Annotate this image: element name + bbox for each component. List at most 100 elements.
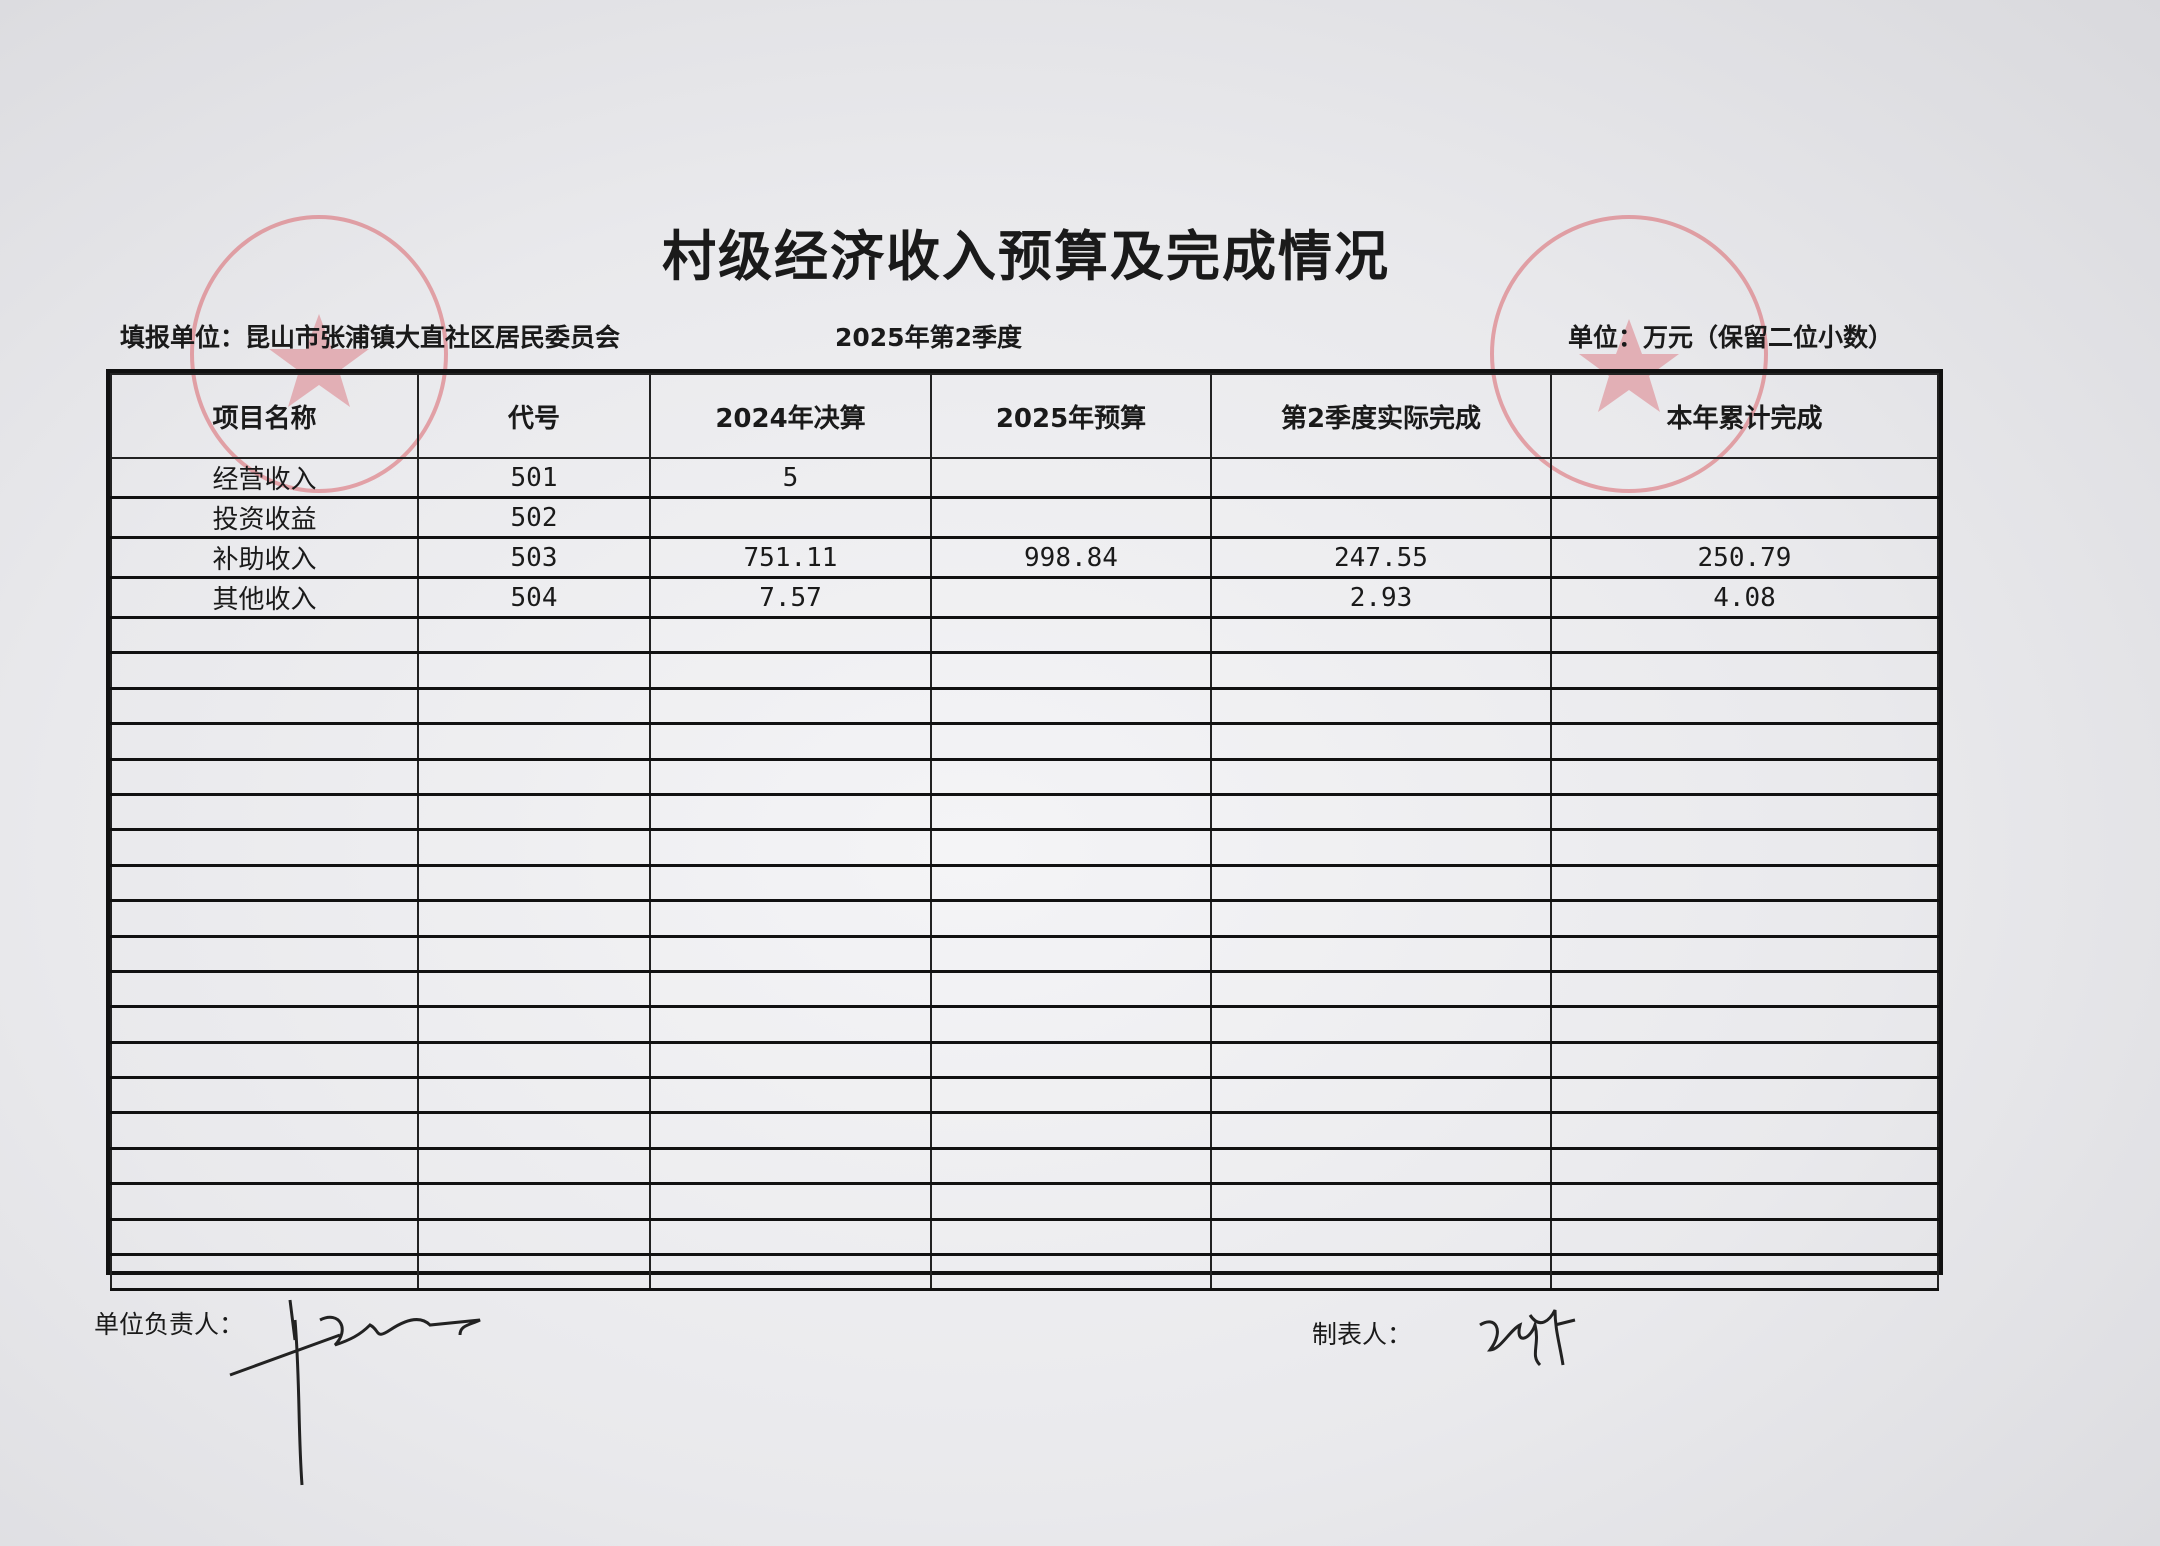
table-row: [110, 793, 1939, 832]
cell-name: [110, 935, 419, 973]
table-row: [110, 616, 1939, 655]
cell-ytd: [1550, 970, 1939, 1009]
header-ytd: 本年累计完成: [1550, 373, 1939, 459]
cell-q2: [1210, 1253, 1552, 1292]
cell-code: 503: [417, 536, 651, 579]
cell-ytd: [1550, 1218, 1939, 1257]
cell-ytd: [1550, 1253, 1939, 1292]
cell-code: [417, 1041, 651, 1080]
cell-ytd: [1550, 1005, 1939, 1044]
cell-name: [110, 864, 419, 903]
cell-q2: [1210, 616, 1552, 655]
cell-budget2025: [930, 457, 1212, 499]
reporting-period: 2025年第2季度: [835, 323, 1022, 352]
table-row: [110, 651, 1939, 690]
cell-final2024: [649, 828, 932, 867]
cell-name: [110, 1076, 419, 1115]
cell-final2024: 751.11: [649, 536, 932, 579]
cell-name: 投资收益: [110, 496, 419, 539]
cell-budget2025: [930, 1218, 1212, 1257]
table-row: [110, 864, 1939, 903]
table-row: [110, 1147, 1939, 1186]
cell-final2024: [649, 970, 932, 1009]
header-item-name: 项目名称: [110, 373, 419, 459]
cell-name: [110, 722, 419, 761]
cell-ytd: [1550, 457, 1939, 499]
cell-code: [417, 1111, 651, 1150]
cell-name: [110, 1147, 419, 1186]
cell-final2024: [649, 758, 932, 796]
cell-ytd: [1550, 1041, 1939, 1080]
table-row: 经营收入 501 5: [110, 457, 1939, 499]
cell-ytd: 4.08: [1550, 576, 1939, 619]
cell-q2: [1210, 1147, 1552, 1186]
cell-ytd: [1550, 935, 1939, 973]
document-title: 村级经济收入预算及完成情况: [662, 225, 1390, 288]
cell-ytd: [1550, 864, 1939, 903]
table-row: [110, 1253, 1939, 1292]
cell-name: 补助收入: [110, 536, 419, 579]
budget-table: 项目名称 代号 2024年决算 2025年预算 第2季度实际完成 本年累计完成 …: [106, 369, 1943, 1292]
cell-budget2025: [930, 1147, 1212, 1186]
cell-budget2025: [930, 864, 1212, 903]
cell-final2024: [649, 1076, 932, 1115]
cell-code: [417, 899, 651, 938]
cell-code: [417, 1218, 651, 1257]
header-code: 代号: [417, 373, 651, 459]
cell-final2024: [649, 1253, 932, 1292]
cell-ytd: [1550, 793, 1939, 832]
cell-q2: [1210, 828, 1552, 867]
cell-budget2025: [930, 970, 1212, 1009]
cell-name: [110, 970, 419, 1009]
cell-name: [110, 793, 419, 832]
table-row: [110, 722, 1939, 761]
cell-code: 504: [417, 576, 651, 619]
cell-final2024: [649, 722, 932, 761]
cell-budget2025: [930, 828, 1212, 867]
cell-budget2025: [930, 1005, 1212, 1044]
cell-q2: [1210, 793, 1552, 832]
cell-ytd: [1550, 687, 1939, 726]
cell-code: [417, 793, 651, 832]
cell-ytd: [1550, 899, 1939, 938]
table-row: [110, 687, 1939, 726]
header-2024-final: 2024年决算: [649, 373, 932, 459]
cell-q2: [1210, 758, 1552, 796]
cell-code: [417, 935, 651, 973]
unit-note: 单位：万元（保留二位小数）: [1568, 323, 1894, 352]
preparer-label: 制表人：: [1312, 1320, 1413, 1349]
cell-q2: [1210, 1111, 1552, 1150]
cell-final2024: [649, 616, 932, 655]
cell-ytd: [1550, 1076, 1939, 1115]
header-q2-actual: 第2季度实际完成: [1210, 373, 1552, 459]
cell-q2: [1210, 722, 1552, 761]
cell-budget2025: [930, 935, 1212, 973]
cell-name: [110, 1218, 419, 1257]
cell-final2024: [649, 1041, 932, 1080]
cell-final2024: [649, 496, 932, 539]
table-row: [110, 1005, 1939, 1044]
cell-ytd: [1550, 758, 1939, 796]
cell-final2024: [649, 793, 932, 832]
cell-name: [110, 899, 419, 938]
cell-code: 502: [417, 496, 651, 539]
cell-final2024: [649, 1218, 932, 1257]
cell-name: [110, 758, 419, 796]
cell-ytd: [1550, 1111, 1939, 1150]
table-row: [110, 1182, 1939, 1221]
cell-budget2025: [930, 758, 1212, 796]
cell-q2: [1210, 651, 1552, 690]
cell-final2024: [649, 864, 932, 903]
cell-q2: [1210, 864, 1552, 903]
cell-final2024: [649, 1182, 932, 1221]
cell-name: [110, 1182, 419, 1221]
table-row: [110, 1111, 1939, 1150]
table-row: [110, 758, 1939, 796]
table-row: 投资收益 502: [110, 496, 1939, 539]
cell-ytd: [1550, 1182, 1939, 1221]
cell-name: [110, 828, 419, 867]
cell-name: [110, 1005, 419, 1044]
cell-q2: 247.55: [1210, 536, 1552, 579]
cell-code: [417, 651, 651, 690]
cell-q2: [1210, 970, 1552, 1009]
